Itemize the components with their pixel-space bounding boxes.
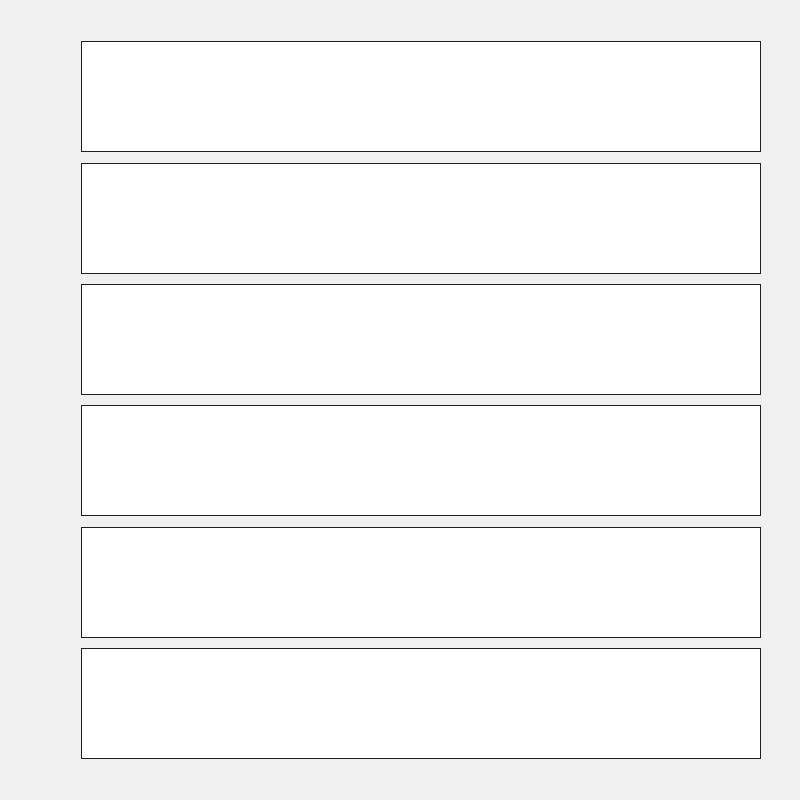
panel-bds-ngeo (81, 527, 761, 638)
panel-glonass (81, 163, 761, 274)
panel-bds-geo (81, 648, 761, 759)
bds-geo-plot-canvas (82, 649, 760, 758)
galileo-plot-canvas (82, 285, 760, 394)
glonass-plot-canvas (82, 164, 760, 273)
sbas-plot-canvas (82, 406, 760, 515)
panel-gps (81, 41, 761, 152)
panel-galileo (81, 284, 761, 395)
panel-sbas (81, 405, 761, 516)
gps-plot-canvas (82, 42, 760, 151)
bds-ngeo-plot-canvas (82, 528, 760, 637)
